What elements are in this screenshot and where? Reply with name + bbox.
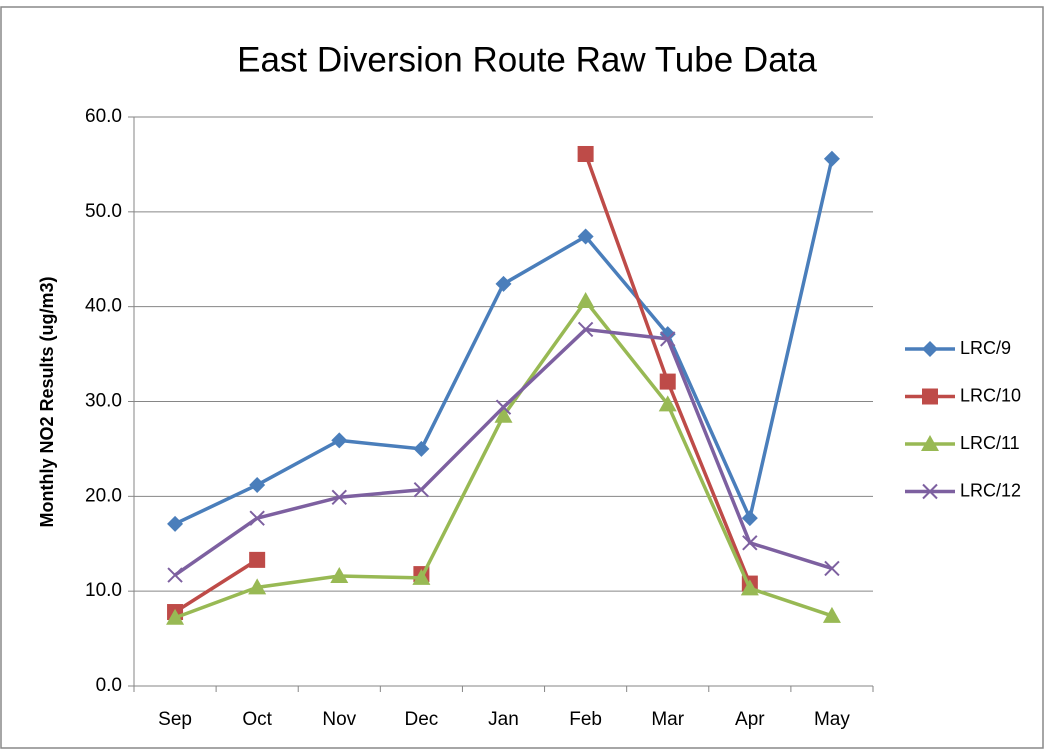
point-marker bbox=[742, 535, 758, 551]
legend-label: LRC/10 bbox=[960, 385, 1021, 405]
x-tick-label: Dec bbox=[404, 709, 438, 730]
y-tick-label: 0.0 bbox=[96, 675, 122, 696]
point-marker bbox=[249, 476, 266, 493]
y-tick-label: 10.0 bbox=[85, 580, 122, 601]
point-marker bbox=[167, 567, 183, 583]
point-marker bbox=[167, 515, 184, 532]
point-marker bbox=[412, 568, 431, 585]
x-tick-label: May bbox=[814, 709, 850, 730]
point-marker bbox=[740, 579, 759, 596]
point-marker bbox=[577, 228, 594, 245]
x-tick-label: Oct bbox=[242, 709, 272, 730]
point-marker bbox=[823, 150, 840, 167]
y-tick-label: 50.0 bbox=[85, 201, 122, 222]
point-marker bbox=[660, 331, 676, 347]
point-marker bbox=[330, 566, 349, 583]
point-marker bbox=[495, 275, 512, 292]
point-marker bbox=[922, 341, 938, 357]
point-marker bbox=[824, 560, 840, 577]
y-tick-label: 40.0 bbox=[85, 296, 122, 317]
point-marker bbox=[577, 321, 594, 338]
point-marker bbox=[331, 489, 347, 505]
point-marker bbox=[922, 388, 938, 405]
y-tick-label: 60.0 bbox=[85, 106, 122, 127]
point-marker bbox=[922, 483, 938, 500]
chart-title: East Diversion Route Raw Tube Data bbox=[237, 40, 817, 79]
point-marker bbox=[166, 608, 185, 625]
legend-label: LRC/12 bbox=[960, 480, 1021, 500]
y-tick-label: 20.0 bbox=[85, 485, 122, 506]
point-marker bbox=[249, 551, 266, 568]
point-marker bbox=[659, 373, 676, 390]
x-tick-label: Mar bbox=[651, 709, 684, 730]
point-marker bbox=[577, 145, 594, 162]
x-tick-label: Nov bbox=[322, 709, 356, 730]
point-marker bbox=[413, 440, 430, 457]
y-axis-label: Monthly NO2 Results (ug/m3) bbox=[37, 276, 57, 527]
y-tick-label: 30.0 bbox=[85, 391, 122, 412]
point-marker bbox=[413, 481, 430, 498]
point-marker bbox=[249, 510, 265, 526]
point-marker bbox=[331, 432, 348, 449]
x-tick-label: Sep bbox=[158, 709, 192, 730]
point-marker bbox=[741, 510, 758, 527]
chart-frame bbox=[0, 6, 1044, 749]
point-marker bbox=[822, 606, 841, 623]
x-tick-label: Jan bbox=[488, 709, 519, 730]
point-marker bbox=[576, 291, 595, 308]
legend-label: LRC/11 bbox=[960, 433, 1020, 453]
point-marker bbox=[248, 578, 267, 595]
point-marker bbox=[495, 399, 512, 415]
point-marker bbox=[658, 395, 677, 412]
x-tick-label: Apr bbox=[735, 709, 765, 730]
x-tick-label: Feb bbox=[569, 709, 602, 730]
legend-label: LRC/9 bbox=[960, 338, 1011, 358]
point-marker bbox=[494, 406, 513, 423]
point-marker bbox=[921, 435, 939, 451]
